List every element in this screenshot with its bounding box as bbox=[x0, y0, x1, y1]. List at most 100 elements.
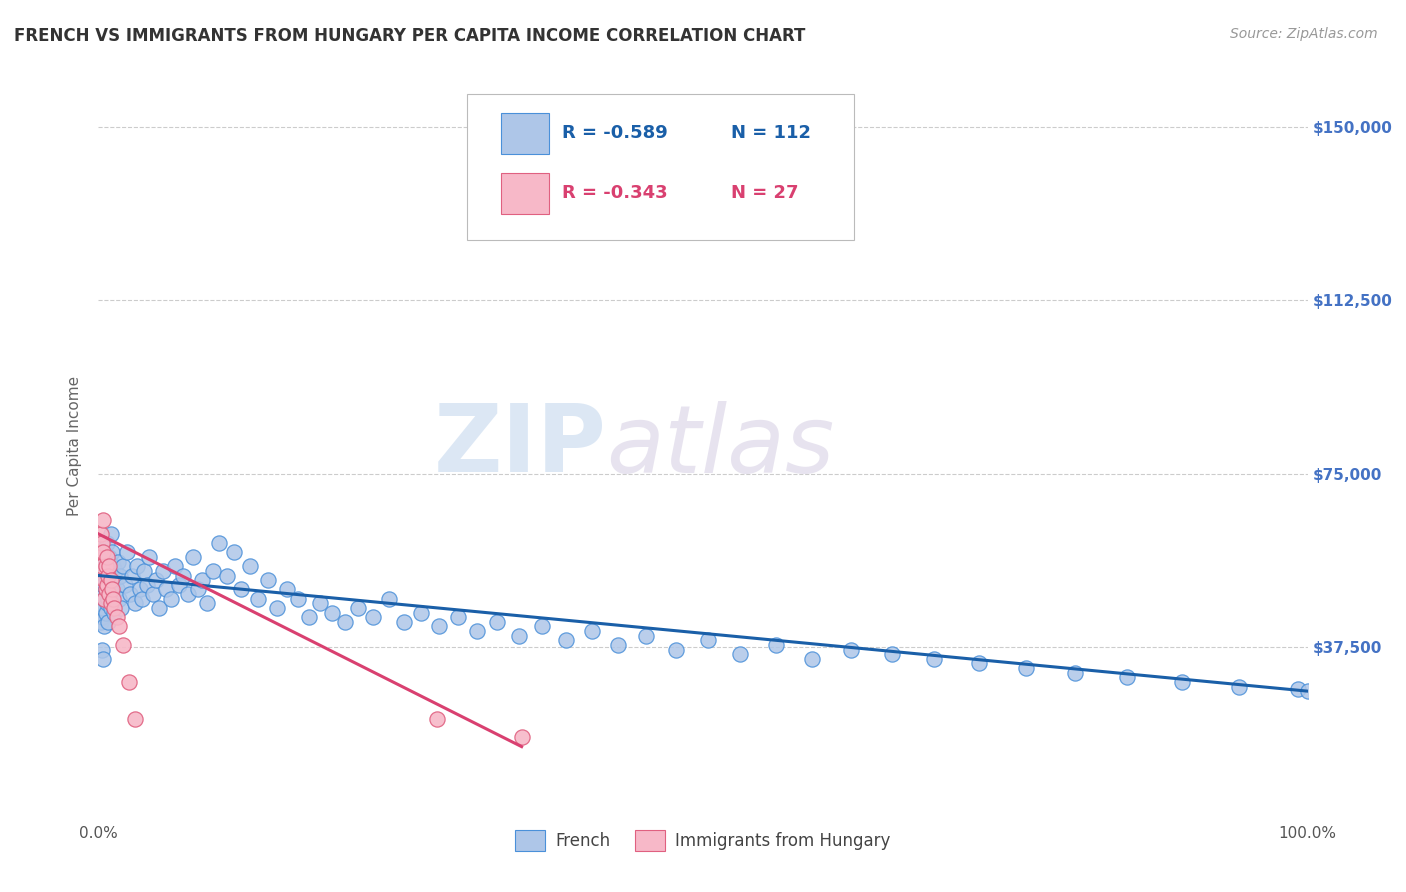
Point bbox=[105, 610, 128, 624]
Point bbox=[100, 596, 122, 610]
Point bbox=[118, 674, 141, 689]
Point bbox=[1286, 681, 1309, 696]
Point bbox=[100, 600, 122, 615]
Point bbox=[91, 559, 114, 574]
Point bbox=[967, 657, 990, 671]
Point bbox=[117, 545, 139, 559]
Point bbox=[127, 559, 149, 574]
Point bbox=[665, 642, 688, 657]
Point bbox=[239, 559, 262, 574]
FancyBboxPatch shape bbox=[501, 112, 550, 153]
Point bbox=[508, 629, 530, 643]
Point bbox=[91, 642, 114, 657]
Point bbox=[94, 555, 117, 569]
Point bbox=[94, 582, 117, 597]
Point bbox=[446, 610, 468, 624]
Point bbox=[103, 600, 125, 615]
Point bbox=[91, 578, 114, 592]
Text: FRENCH VS IMMIGRANTS FROM HUNGARY PER CAPITA INCOME CORRELATION CHART: FRENCH VS IMMIGRANTS FROM HUNGARY PER CA… bbox=[14, 27, 806, 45]
Point bbox=[100, 573, 122, 587]
Point bbox=[97, 568, 120, 582]
Point bbox=[287, 591, 309, 606]
Point bbox=[91, 610, 114, 624]
Point bbox=[169, 578, 191, 592]
Point bbox=[191, 573, 214, 587]
FancyBboxPatch shape bbox=[467, 94, 855, 240]
Legend: French, Immigrants from Hungary: French, Immigrants from Hungary bbox=[509, 823, 897, 857]
Point bbox=[94, 582, 117, 597]
Point bbox=[276, 582, 298, 597]
Point bbox=[124, 596, 146, 610]
Point bbox=[1116, 670, 1139, 684]
Point bbox=[138, 549, 160, 564]
Point bbox=[131, 591, 153, 606]
Point bbox=[97, 559, 120, 574]
Point bbox=[555, 633, 578, 648]
Point bbox=[195, 596, 218, 610]
Point bbox=[187, 582, 209, 597]
Point bbox=[361, 610, 384, 624]
Point bbox=[108, 568, 131, 582]
Point bbox=[298, 610, 321, 624]
Point bbox=[91, 536, 114, 550]
Point bbox=[222, 545, 245, 559]
Point bbox=[94, 559, 117, 574]
Point bbox=[1015, 661, 1038, 675]
Point bbox=[155, 582, 177, 597]
Point bbox=[103, 573, 125, 587]
Point bbox=[91, 587, 114, 601]
Point bbox=[208, 536, 231, 550]
Point bbox=[394, 615, 416, 629]
Point bbox=[100, 568, 122, 582]
Point bbox=[94, 606, 117, 620]
Point bbox=[90, 615, 112, 629]
Point bbox=[800, 652, 823, 666]
Point bbox=[333, 615, 356, 629]
Point bbox=[308, 596, 330, 610]
Point bbox=[1227, 680, 1250, 694]
Point bbox=[172, 568, 194, 582]
Point bbox=[98, 549, 121, 564]
Point bbox=[177, 587, 200, 601]
Point bbox=[377, 591, 399, 606]
Y-axis label: Per Capita Income: Per Capita Income bbox=[67, 376, 83, 516]
Point bbox=[101, 596, 124, 610]
Point bbox=[91, 513, 114, 527]
Point bbox=[426, 712, 449, 726]
Point bbox=[91, 559, 114, 574]
Point bbox=[880, 647, 903, 661]
Point bbox=[581, 624, 603, 638]
Point bbox=[607, 638, 630, 652]
Point bbox=[96, 578, 118, 592]
Point bbox=[160, 591, 183, 606]
Point bbox=[202, 564, 225, 578]
Text: ZIP: ZIP bbox=[433, 400, 606, 492]
Point bbox=[429, 619, 451, 633]
Point bbox=[215, 568, 238, 582]
Point bbox=[347, 600, 370, 615]
Point bbox=[101, 559, 124, 574]
Point bbox=[93, 573, 115, 587]
Point bbox=[128, 582, 150, 597]
Text: Source: ZipAtlas.com: Source: ZipAtlas.com bbox=[1230, 27, 1378, 41]
Point bbox=[145, 573, 167, 587]
Point bbox=[91, 600, 114, 615]
Point bbox=[91, 545, 114, 559]
Point bbox=[142, 587, 165, 601]
Point bbox=[108, 619, 131, 633]
Point bbox=[98, 582, 121, 597]
Point bbox=[839, 642, 862, 657]
Point bbox=[111, 638, 134, 652]
Point bbox=[100, 587, 122, 601]
Point bbox=[922, 652, 945, 666]
Point bbox=[266, 600, 288, 615]
Point bbox=[114, 578, 136, 592]
Point bbox=[93, 564, 115, 578]
Point bbox=[108, 591, 131, 606]
Point bbox=[103, 606, 125, 620]
Point bbox=[110, 600, 132, 615]
Point bbox=[696, 633, 718, 648]
Text: N = 112: N = 112 bbox=[731, 124, 811, 142]
Point bbox=[89, 545, 111, 559]
Point bbox=[411, 606, 433, 620]
